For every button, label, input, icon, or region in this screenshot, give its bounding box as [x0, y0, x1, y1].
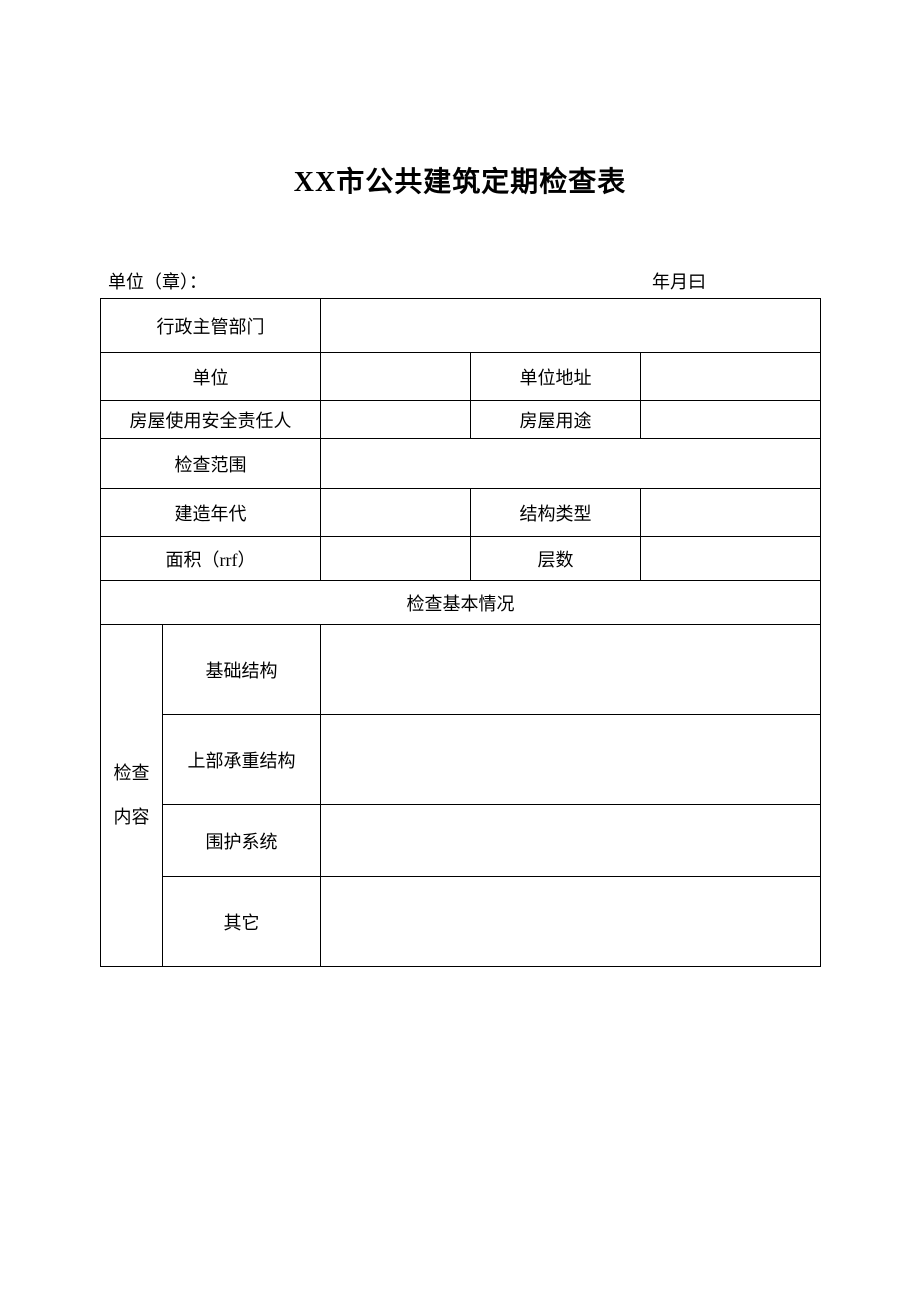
- value-safety-person: [321, 401, 471, 439]
- value-foundation: [321, 625, 821, 715]
- label-house-usage: 房屋用途: [471, 401, 641, 439]
- value-area: [321, 537, 471, 581]
- label-other: 其它: [163, 877, 321, 967]
- value-unit: [321, 353, 471, 401]
- value-upper-structure: [321, 715, 821, 805]
- label-area: 面积（rrf）: [101, 537, 321, 581]
- value-house-usage: [641, 401, 821, 439]
- label-unit-address: 单位地址: [471, 353, 641, 401]
- label-inspection-content: 检查 内容: [101, 625, 163, 967]
- value-admin-dept: [321, 299, 821, 353]
- inspection-content-text1: 检查: [114, 763, 150, 783]
- value-structure-type: [641, 489, 821, 537]
- label-foundation: 基础结构: [163, 625, 321, 715]
- value-inspection-scope: [321, 439, 821, 489]
- inspection-content-text2: 内容: [114, 807, 150, 827]
- label-admin-dept: 行政主管部门: [101, 299, 321, 353]
- value-floors: [641, 537, 821, 581]
- inspection-form-table: 行政主管部门 单位 单位地址 房屋使用安全责任人 房屋用途 检查范围 建造年代 …: [100, 298, 821, 967]
- value-other: [321, 877, 821, 967]
- label-enclosure: 围护系统: [163, 805, 321, 877]
- label-floors: 层数: [471, 537, 641, 581]
- label-construction-year: 建造年代: [101, 489, 321, 537]
- date-label: 年月曰: [612, 268, 812, 294]
- label-structure-type: 结构类型: [471, 489, 641, 537]
- unit-seal-label: 单位（章）：: [108, 268, 612, 294]
- label-unit: 单位: [101, 353, 321, 401]
- label-inspection-scope: 检查范围: [101, 439, 321, 489]
- label-upper-structure: 上部承重结构: [163, 715, 321, 805]
- header-row: 单位（章）： 年月曰: [100, 268, 820, 294]
- value-enclosure: [321, 805, 821, 877]
- label-basic-situation: 检查基本情况: [101, 581, 821, 625]
- document-title: XX市公共建筑定期检查表: [100, 160, 820, 200]
- label-safety-person: 房屋使用安全责任人: [101, 401, 321, 439]
- value-unit-address: [641, 353, 821, 401]
- document-page: XX市公共建筑定期检查表 单位（章）： 年月曰 行政主管部门 单位 单位地址 房…: [0, 0, 920, 967]
- value-construction-year: [321, 489, 471, 537]
